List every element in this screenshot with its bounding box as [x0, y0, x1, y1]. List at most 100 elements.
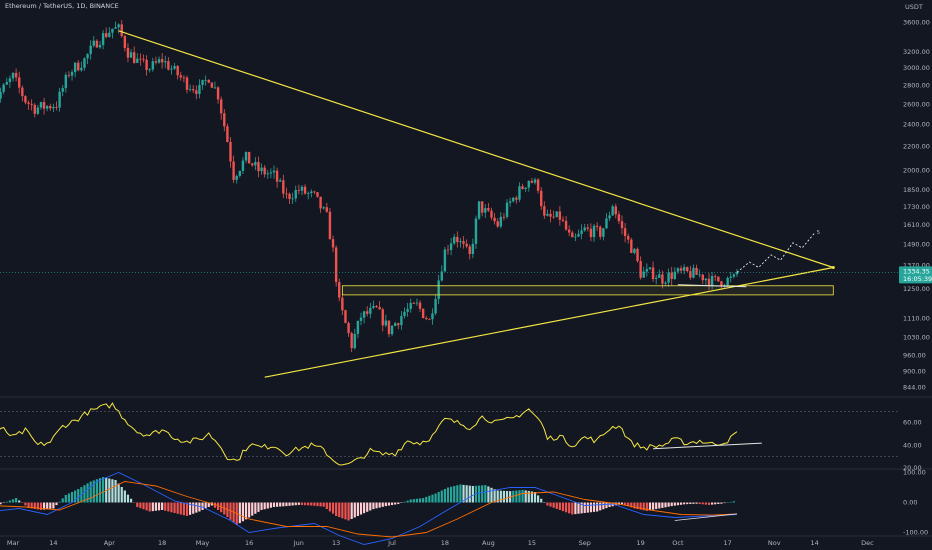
apex-point	[831, 266, 835, 270]
macd-histogram-bar	[720, 502, 723, 504]
candle-body	[356, 320, 360, 334]
macd-histogram-bar	[102, 477, 105, 503]
macd-histogram-bar	[241, 502, 245, 522]
macd-histogram-bar	[182, 502, 185, 516]
macd-histogram-bar	[655, 502, 658, 510]
macd-histogram-bar	[676, 502, 680, 506]
macd-histogram-bar	[260, 502, 263, 510]
macd-histogram-bar	[151, 502, 154, 512]
macd-histogram-bar	[204, 502, 207, 509]
candle-body	[164, 61, 167, 63]
candle-body	[437, 280, 440, 299]
candle-body	[257, 161, 260, 172]
candle-body	[195, 90, 198, 94]
macd-histogram-bar	[356, 502, 359, 516]
candle-body	[701, 274, 704, 281]
candle-body	[344, 310, 347, 323]
macd-histogram-bar	[692, 502, 695, 504]
candle-body	[201, 79, 204, 85]
macd-histogram-bar	[192, 502, 195, 514]
lower-trendline	[264, 266, 834, 378]
macd-histogram-bar	[189, 502, 192, 515]
candle-body	[515, 197, 518, 200]
macd-histogram-bar	[524, 490, 527, 503]
candle-body	[372, 306, 375, 308]
candle-body	[720, 281, 723, 287]
macd-histogram-bar	[297, 502, 300, 505]
price-tick-label: 1370.00	[903, 262, 930, 270]
candle-body	[409, 302, 412, 309]
macd-histogram-bar	[369, 502, 372, 511]
macd-histogram-bar	[86, 483, 89, 503]
macd-histogram-bar	[176, 502, 179, 514]
price-tick-label: 2600.00	[903, 100, 930, 108]
macd-histogram-bar	[537, 495, 540, 503]
candle-body	[735, 272, 739, 275]
price-tick-label: 3200.00	[903, 48, 930, 56]
macd-histogram-bar	[11, 499, 15, 503]
macd-histogram-bar	[521, 489, 524, 503]
macd-histogram-bar	[658, 502, 661, 509]
macd-histogram-bar	[586, 502, 589, 513]
candle-body	[331, 239, 335, 248]
candle-body	[77, 62, 80, 71]
macd-histogram-bar	[0, 502, 2, 505]
candle-body	[465, 243, 468, 247]
macd-histogram-bar	[359, 502, 363, 515]
candle-body	[8, 78, 12, 82]
candle-body	[505, 202, 509, 217]
candle-body	[33, 104, 36, 114]
macd-histogram-bar	[319, 502, 322, 507]
macd-histogram-bar	[366, 502, 369, 512]
candle-body	[583, 227, 586, 231]
macd-histogram-bar	[114, 480, 117, 503]
price-tick-label: 3000.00	[903, 64, 930, 72]
macd-histogram-bar	[145, 502, 148, 511]
candle-body	[154, 61, 158, 63]
macd-histogram-bar	[428, 495, 431, 503]
macd-histogram-bar	[505, 490, 509, 503]
candle-body	[179, 75, 182, 78]
macd-histogram-bar	[605, 502, 608, 509]
macd-histogram-bar	[443, 489, 446, 503]
macd-histogram-bar	[133, 502, 136, 503]
candle-body	[226, 126, 229, 142]
x-tick-label: Aug	[482, 539, 495, 547]
candle-body	[142, 59, 145, 61]
candle-body	[595, 225, 599, 227]
macd-histogram-bar	[624, 502, 627, 506]
macd-histogram-bar	[173, 502, 176, 513]
macd-histogram-bar	[108, 478, 111, 503]
oscillator-tick-label: 60.00	[903, 419, 922, 427]
macd-histogram-bar	[459, 484, 462, 503]
macd-histogram-bar	[732, 501, 735, 503]
candle-body	[306, 193, 310, 194]
candle-body	[213, 87, 217, 89]
candle-body	[275, 170, 279, 182]
macd-histogram-bar	[288, 502, 291, 506]
macd-histogram-bar	[564, 502, 568, 513]
macd-histogram-bar	[552, 502, 555, 508]
macd-histogram-bar	[353, 502, 356, 518]
macd-histogram-bar	[307, 502, 310, 506]
x-tick-label: Sep	[579, 539, 591, 547]
support-zone	[341, 285, 834, 296]
candle-body	[717, 276, 720, 282]
macd-histogram-bar	[530, 491, 533, 503]
macd-histogram-bar	[577, 502, 580, 514]
macd-histogram-bar	[667, 502, 670, 507]
price-tick-label: 1030.00	[903, 334, 930, 342]
candle-body	[586, 227, 590, 229]
candle-body	[692, 267, 695, 278]
macd-histogram-bar	[30, 502, 33, 509]
macd-histogram-bar	[148, 502, 151, 512]
candle-body	[620, 221, 624, 229]
candle-body	[49, 106, 52, 109]
macd-histogram-bar	[328, 502, 332, 512]
candle-body	[648, 267, 652, 270]
macd-histogram-bar	[698, 502, 701, 504]
macd-histogram-bar	[599, 502, 602, 511]
macd-histogram-bar	[285, 502, 288, 507]
macd-histogram-bar	[8, 500, 11, 503]
